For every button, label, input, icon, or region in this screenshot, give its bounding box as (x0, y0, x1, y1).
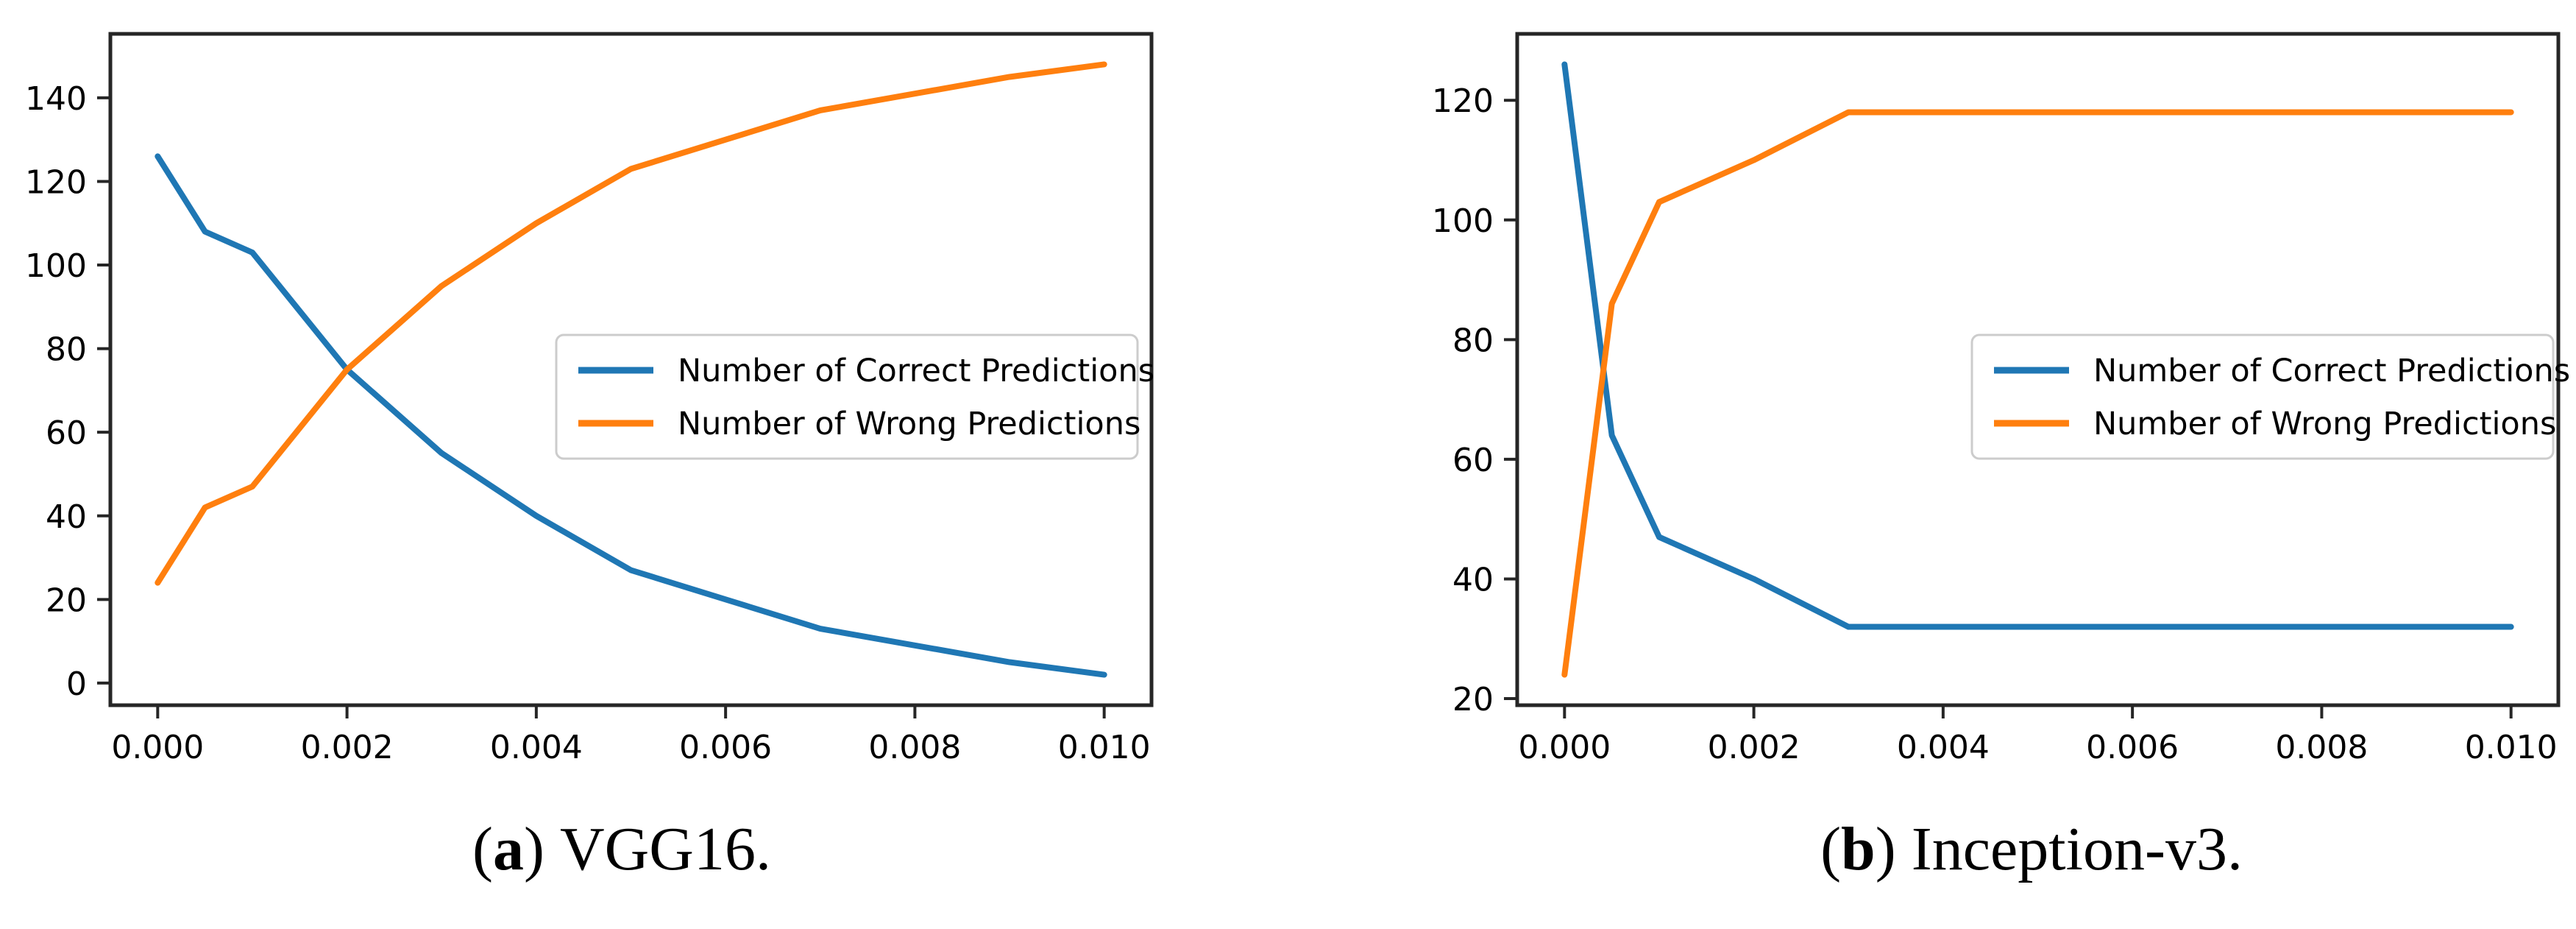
x-tick-label: 0.008 (2275, 729, 2368, 766)
legend-label-correct: Number of Correct Predictions (678, 353, 1154, 389)
y-tick-label: 20 (1452, 681, 1494, 718)
plot-border (1515, 32, 2561, 707)
caption-b: (b) Inception-v3. (1820, 815, 2243, 883)
series-line-wrong (1561, 109, 2514, 678)
caption-a-label: a (493, 815, 524, 883)
x-tick-label: 0.000 (111, 729, 204, 766)
y-tick-label: 60 (1452, 442, 1494, 479)
plot-border (108, 32, 1154, 707)
legend-label-correct: Number of Correct Predictions (2093, 353, 2570, 389)
x-tick-label: 0.004 (490, 729, 583, 766)
y-tick-label: 20 (46, 582, 87, 619)
legend-label-wrong: Number of Wrong Predictions (678, 406, 1140, 442)
y-tick-label: 0 (66, 665, 87, 703)
y-tick-label: 140 (25, 80, 87, 118)
x-tick-label: 0.004 (1897, 729, 1990, 766)
caption-b-paren-close: ) (1875, 815, 1896, 883)
x-tick-label: 0.006 (2086, 729, 2179, 766)
y-tick-label: 40 (1452, 561, 1494, 598)
x-tick-label: 0.006 (679, 729, 772, 766)
legend: Number of Correct Predictions Number of W… (1970, 333, 2570, 460)
legend-box (1970, 333, 2555, 460)
x-tick-label: 0.010 (2465, 729, 2558, 766)
axes-panel-a: 0.000 0.002 0.004 0.006 0.008 0.010 0 20 40 60 80 1… (25, 32, 1154, 766)
series-line-correct (1561, 61, 2514, 630)
y-tick-label: 80 (46, 331, 87, 369)
caption-b-text: Inception-v3. (1911, 815, 2243, 883)
y-tick-label: 40 (46, 498, 87, 536)
caption-a-text: VGG16. (559, 815, 771, 883)
caption-a-paren-open: ( (472, 815, 493, 883)
y-tick-label: 120 (25, 163, 87, 201)
x-tick-label: 0.002 (1708, 729, 1800, 766)
series-line-correct (155, 153, 1107, 678)
y-tick-label: 120 (1432, 82, 1494, 120)
series-line-wrong (155, 61, 1107, 586)
y-tick-label: 100 (25, 247, 87, 285)
y-tick-label: 100 (1432, 202, 1494, 240)
line-charts-svg: 0.000 0.002 0.004 0.006 0.008 0.010 0 20 40 60 80 1… (25, 32, 2570, 766)
x-tick-label: 0.000 (1518, 729, 1611, 766)
caption-b-label: b (1841, 815, 1876, 883)
caption-a-paren-close: ) (524, 815, 544, 883)
y-tick-label: 60 (46, 414, 87, 452)
caption-b-paren-open: ( (1820, 815, 1842, 883)
x-tick-label: 0.010 (1058, 729, 1151, 766)
legend: Number of Correct Predictions Number of W… (555, 333, 1154, 460)
legend-box (555, 333, 1139, 460)
x-tick-label: 0.002 (301, 729, 394, 766)
caption-a: (a) VGG16. (472, 815, 771, 883)
x-tick-label: 0.008 (868, 729, 961, 766)
y-tick-label: 80 (1452, 322, 1494, 359)
axes-panel-b: 0.000 0.002 0.004 0.006 0.008 0.010 20 40 60 80 10… (1432, 32, 2570, 766)
legend-label-wrong: Number of Wrong Predictions (2093, 406, 2556, 442)
